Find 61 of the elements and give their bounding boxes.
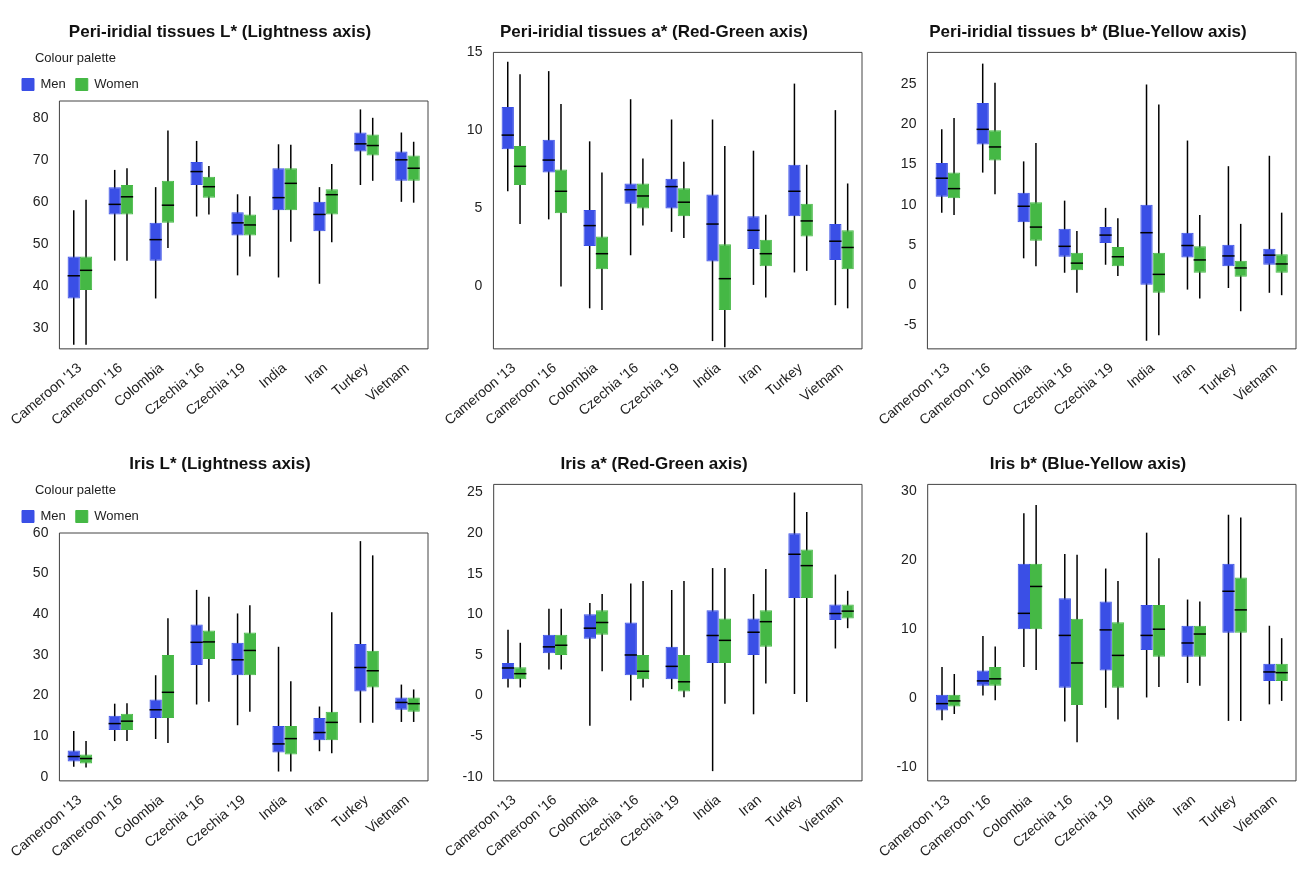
y-tick-label: 15 [466,43,483,60]
chart-title: Iris b* (Blue-Yellow axis) [989,453,1187,473]
y-tick-label: 30 [32,318,49,335]
legend-label: Men [40,76,66,92]
legend-title: Colour palette [34,482,116,498]
y-tick-label: 5 [474,199,483,216]
y-tick-label: -5 [903,315,917,332]
y-tick-label: 60 [32,523,49,540]
y-tick-label: 15 [467,564,483,581]
y-tick-label: 0 [474,686,483,703]
chart-title: Peri-iridial tissues L* (Lightness axis) [68,21,372,41]
y-tick-label: 40 [32,605,49,622]
y-tick-label: -10 [462,767,483,784]
y-tick-label: 5 [474,645,483,662]
y-tick-label: 20 [900,115,917,132]
chart-title: Peri-iridial tissues b* (Blue-Yellow axis) [929,21,1247,41]
x-tick-label: Iran [1169,791,1199,820]
y-tick-label: 0 [474,277,483,294]
x-tick-label: India [255,359,290,392]
y-tick-label: 70 [32,150,49,167]
x-tick-label: India [255,791,290,824]
legend-label: Men [40,508,66,524]
y-tick-label: 5 [908,235,917,252]
y-tick-label: 80 [32,108,49,125]
y-tick-label: 10 [32,727,49,744]
legend-title: Colour palette [34,50,116,66]
y-tick-label: 10 [901,620,917,637]
x-tick-label: Iran [301,359,331,388]
x-tick-label: India [1123,791,1158,824]
x-tick-label: Iran [735,359,765,388]
chart-title: Peri-iridial tissues a* (Red-Green axis) [499,21,809,41]
y-tick-label: -10 [896,757,917,774]
y-tick-label: 40 [32,276,49,293]
y-tick-label: 30 [901,482,917,499]
y-tick-label: 20 [32,686,49,703]
y-tick-label: 25 [467,483,483,500]
y-tick-label: 0 [908,689,917,706]
y-tick-label: 50 [32,234,49,251]
y-tick-label: 0 [40,767,49,784]
y-tick-label: 10 [466,121,483,138]
chart-title: Iris L* (Lightness axis) [129,453,311,473]
y-tick-label: 50 [32,564,49,581]
y-tick-label: 0 [908,275,917,292]
x-tick-label: India [689,359,724,392]
y-tick-label: 10 [900,195,917,212]
x-tick-label: Iran [301,791,331,820]
y-tick-label: 15 [900,155,917,172]
legend-label: Women [94,508,139,524]
x-tick-label: Iran [1169,359,1199,388]
x-tick-label: Iran [735,791,765,820]
y-tick-label: 20 [467,524,483,540]
y-tick-label: 20 [901,551,917,568]
x-tick-label: India [689,791,724,824]
y-tick-label: 10 [467,605,483,622]
x-tick-label: India [1123,359,1158,392]
chart-title: Iris a* (Red-Green axis) [560,453,748,473]
y-tick-label: 25 [900,75,917,92]
y-tick-label: 60 [32,192,49,209]
y-tick-label: -5 [470,727,483,744]
y-tick-label: 30 [32,645,49,662]
legend-label: Women [94,76,139,92]
